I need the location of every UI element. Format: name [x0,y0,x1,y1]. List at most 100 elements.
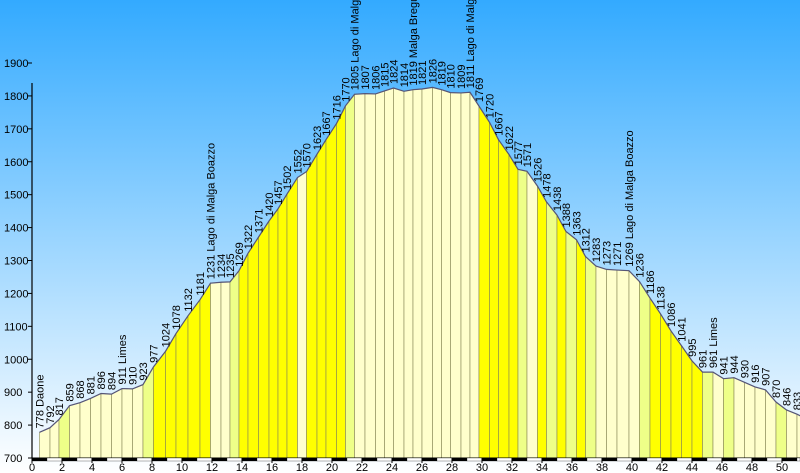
y-tick-label: 700 [4,453,22,465]
km-scale-segment [451,457,468,462]
point-label: 894 [107,372,119,390]
profile-segment [100,393,112,459]
profile-segment [469,91,480,459]
point-label: 1269 Lago di Malga Boazzo [624,130,636,266]
y-tick-label: 800 [4,420,22,432]
profile-segment [277,192,288,459]
point-label: 1819 Malga Breguzzo [408,0,420,86]
km-scale-segment [556,457,573,462]
x-tick-label: 30 [476,462,488,473]
x-axis-ticks: 0 2 4 6 8 10 12 14 16 18 20 22 24 26 28 30 32 34 36 38 40 42 4… [29,458,788,473]
profile-segment [460,91,471,459]
profile-segment [175,314,189,459]
x-tick-label: 48 [746,462,758,473]
km-scale-segment [601,457,618,462]
km-scale-segment [241,457,258,462]
km-scale-segment [526,457,543,462]
profile-segment [712,371,724,459]
km-scale-segment [46,457,63,462]
y-axis-ticks: 700 800 900 1000 1100 1200 1300 1400 1500 1600 170… [4,58,32,465]
x-tick-label: 50 [776,462,788,473]
km-scale-segment [331,457,348,462]
km-scale-segment [166,457,183,462]
km-scale-segment [541,457,558,462]
km-scale-segment [376,457,393,462]
km-scale-segment [31,457,48,462]
point-label: 792 [45,405,57,423]
point-label: 941 [719,356,731,374]
y-tick-label: 1200 [4,288,28,300]
point-label: 1235 [225,253,237,277]
km-scale-segment [631,457,648,462]
point-label: 1552 [293,149,305,173]
point-label: 1807 [360,65,372,89]
profile-segment [537,184,547,459]
profile-segment [412,88,423,459]
point-label: 896 [96,371,108,389]
profile-segment [639,280,651,459]
profile-segment [450,92,462,459]
km-scale-segment [226,457,243,462]
axes [31,83,800,462]
profile-segment [297,171,307,459]
x-tick-label: 24 [386,462,398,473]
x-tick-label: 36 [566,462,578,473]
point-label: 778 Daone [35,374,47,428]
profile-segment [691,360,703,459]
point-label: 1236 [635,253,647,277]
point-label: 1312 [581,228,593,252]
point-label: 1041 [677,317,689,341]
point-label: 1186 [645,270,657,294]
point-label: 1824 [389,60,401,84]
x-tick-label: 28 [446,462,458,473]
profile-segment [670,329,682,459]
profile-area-segments [39,86,800,459]
point-label: 1571 [522,143,534,167]
profile-segment [508,153,519,459]
y-tick-label: 1800 [4,91,28,103]
km-scale-segment [481,457,498,462]
point-label: 1438 [552,187,564,211]
point-label: 1667 [321,111,333,135]
km-scale-segment [571,457,588,462]
profile-segment [393,87,405,459]
point-label: 868 [75,380,87,398]
point-label: 1502 [282,166,294,190]
point-label: 1283 [591,238,603,262]
point-label: 977 [149,344,161,362]
profile-segment [325,122,337,459]
profile-segment [121,388,133,459]
km-scale-segment [61,457,78,462]
x-tick-label: 6 [119,462,125,473]
point-label: 1078 [171,305,183,329]
km-scale-segment [316,457,333,462]
profile-segment [517,168,528,459]
point-label: 1570 [302,143,314,167]
profile-segment [187,298,201,459]
point-label: 859 [65,383,77,401]
x-tick-label: 32 [506,462,518,473]
profile-segment [421,87,433,459]
profile-segment [199,282,211,459]
point-label: 1388 [561,203,573,227]
km-scale-segment [286,457,303,462]
profile-outline [39,86,800,433]
profile-line [39,86,800,433]
point-label: 1622 [504,126,516,150]
km-scale-segment [766,457,783,462]
point-label: 870 [771,380,783,398]
km-scale-segment [496,457,513,462]
x-tick-label: 14 [236,462,248,473]
x-tick-label: 22 [356,462,368,473]
y-tick-label: 1900 [4,58,28,70]
profile-segment [595,265,607,459]
point-label: 1819 [437,61,449,85]
km-scale-segment [511,457,528,462]
km-scale-segment [466,457,483,462]
point-label: 1815 [380,62,392,86]
km-scale-segment [91,457,108,462]
profile-segment [733,377,745,459]
x-tick-label: 38 [596,462,608,473]
